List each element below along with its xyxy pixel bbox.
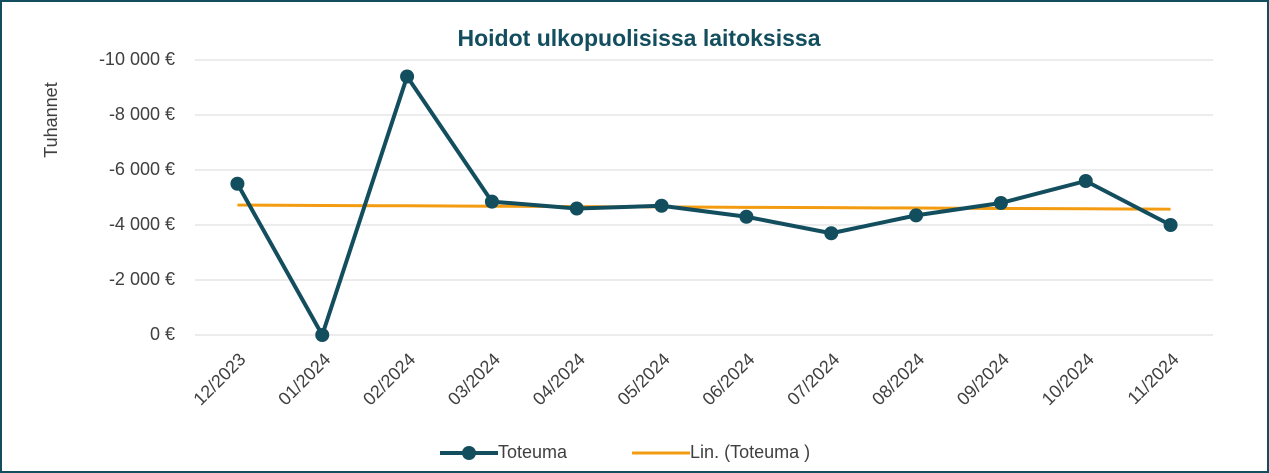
data-point <box>1163 218 1178 232</box>
data-point <box>484 194 499 209</box>
y-tick-label: -4 000 € <box>109 214 175 234</box>
legend-marker <box>462 446 476 460</box>
y-tick-label: -10 000 € <box>99 49 175 69</box>
data-point <box>230 176 245 191</box>
data-point <box>654 198 669 213</box>
data-point <box>993 196 1008 210</box>
data-point <box>1078 174 1093 188</box>
legend-label: Lin. (Toteuma ) <box>690 442 810 462</box>
data-point <box>315 328 330 342</box>
y-tick-label: -8 000 € <box>109 104 175 124</box>
y-tick-label: 0 € <box>150 324 175 344</box>
series-line <box>237 203 1171 211</box>
data-point <box>400 69 415 84</box>
chart-title: Hoidot ulkopuolisissa laitoksissa <box>458 25 821 51</box>
data-point <box>909 208 924 223</box>
y-axis-label: Tuhannet <box>41 82 61 157</box>
data-point <box>824 226 839 241</box>
y-tick-label: -6 000 € <box>109 159 175 179</box>
series-line <box>235 74 1172 337</box>
legend-label: Toteuma <box>498 442 568 462</box>
data-point <box>569 201 584 216</box>
data-point <box>739 209 754 224</box>
y-tick-label: -2 000 € <box>109 269 175 289</box>
